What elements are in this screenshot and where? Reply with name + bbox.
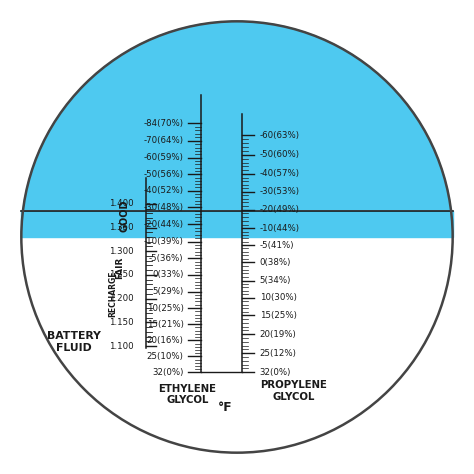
- Text: 0(38%): 0(38%): [260, 258, 291, 266]
- Text: RECHARGE: RECHARGE: [109, 271, 117, 317]
- Text: BATTERY
FLUID: BATTERY FLUID: [46, 331, 100, 353]
- Polygon shape: [21, 21, 453, 237]
- Text: FAIR: FAIR: [115, 256, 124, 279]
- Text: -60(63%): -60(63%): [260, 131, 300, 139]
- Text: 20(16%): 20(16%): [146, 336, 183, 345]
- Text: -40(57%): -40(57%): [260, 170, 300, 178]
- Text: 5(29%): 5(29%): [152, 287, 183, 296]
- Text: ETHYLENE
GLYCOL: ETHYLENE GLYCOL: [158, 383, 216, 405]
- Text: 1.400: 1.400: [109, 200, 133, 208]
- Text: -10(39%): -10(39%): [144, 237, 183, 246]
- Text: 5(34%): 5(34%): [260, 276, 291, 285]
- Text: °F: °F: [218, 401, 232, 414]
- Text: -20(49%): -20(49%): [260, 205, 300, 214]
- Text: 10(30%): 10(30%): [260, 293, 297, 302]
- Polygon shape: [21, 211, 453, 237]
- Text: PROPYLENE
GLYCOL: PROPYLENE GLYCOL: [260, 380, 328, 402]
- Text: -30(53%): -30(53%): [260, 188, 300, 196]
- Text: -50(56%): -50(56%): [144, 170, 183, 179]
- Text: 1.350: 1.350: [109, 223, 133, 232]
- Text: 15(25%): 15(25%): [260, 311, 297, 319]
- Text: 25(12%): 25(12%): [260, 349, 297, 357]
- Text: -60(59%): -60(59%): [144, 154, 183, 162]
- Text: 15(21%): 15(21%): [146, 320, 183, 328]
- Text: -40(52%): -40(52%): [144, 186, 183, 195]
- Text: -10(44%): -10(44%): [260, 224, 300, 233]
- Polygon shape: [21, 211, 453, 453]
- Text: 1.300: 1.300: [109, 247, 133, 255]
- Text: -30(48%): -30(48%): [144, 203, 183, 211]
- Text: 25(10%): 25(10%): [146, 352, 183, 361]
- Text: -5(41%): -5(41%): [260, 241, 294, 249]
- Text: 1.150: 1.150: [109, 318, 133, 327]
- Text: -50(60%): -50(60%): [260, 151, 300, 159]
- Text: -70(64%): -70(64%): [144, 137, 183, 145]
- Text: 32(0%): 32(0%): [260, 368, 291, 376]
- Text: 20(19%): 20(19%): [260, 330, 297, 338]
- Text: 1.100: 1.100: [109, 342, 133, 350]
- Text: 32(0%): 32(0%): [152, 368, 183, 376]
- Text: -84(70%): -84(70%): [144, 119, 183, 128]
- Text: -20(44%): -20(44%): [144, 220, 183, 228]
- Text: 1.200: 1.200: [109, 294, 133, 303]
- Text: 1.250: 1.250: [109, 271, 133, 279]
- Text: GOOD: GOOD: [119, 200, 129, 232]
- Text: 0(33%): 0(33%): [152, 271, 183, 279]
- Text: -5(36%): -5(36%): [149, 254, 183, 263]
- Text: 10(25%): 10(25%): [146, 304, 183, 312]
